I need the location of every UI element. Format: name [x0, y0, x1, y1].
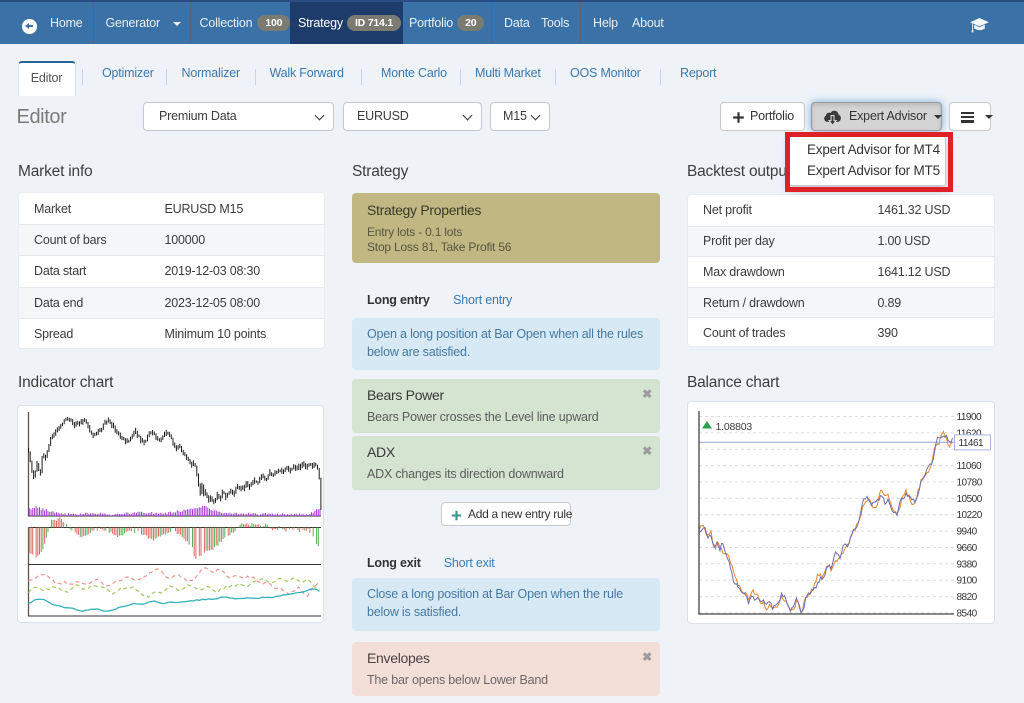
svg-text:9660: 9660	[957, 543, 978, 554]
svg-text:9100: 9100	[957, 576, 978, 587]
svg-text:1.08803: 1.08803	[716, 421, 753, 433]
svg-text:11461: 11461	[959, 438, 985, 449]
svg-text:11060: 11060	[957, 461, 983, 472]
svg-text:8540: 8540	[957, 608, 978, 619]
svg-text:10780: 10780	[957, 478, 983, 489]
svg-text:8820: 8820	[957, 592, 978, 603]
svg-text:11900: 11900	[957, 412, 983, 423]
svg-text:9940: 9940	[957, 527, 978, 538]
svg-text:9380: 9380	[957, 559, 978, 570]
svg-text:10500: 10500	[957, 494, 983, 505]
svg-text:11620: 11620	[957, 428, 983, 439]
svg-text:10220: 10220	[957, 510, 983, 521]
